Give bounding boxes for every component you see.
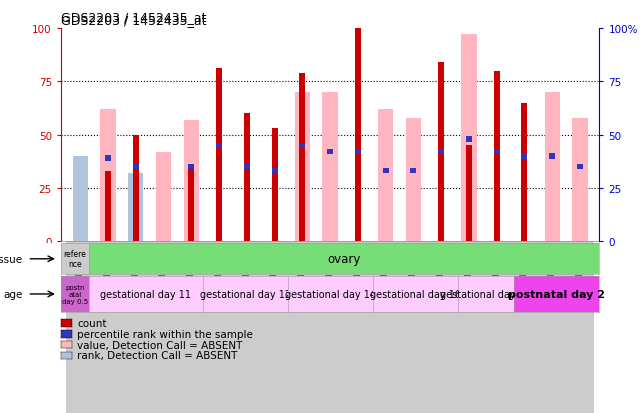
Bar <box>184 120 199 242</box>
Bar <box>316 242 344 413</box>
Text: gestational day 16: gestational day 16 <box>370 289 461 299</box>
Bar <box>133 135 139 242</box>
Bar <box>438 150 444 155</box>
Bar <box>483 242 510 413</box>
Bar <box>428 242 455 413</box>
Bar <box>94 242 122 413</box>
Text: gestational day 18: gestational day 18 <box>440 289 531 299</box>
Bar <box>101 110 116 242</box>
Bar <box>521 154 528 159</box>
Text: postnatal day 2: postnatal day 2 <box>508 289 605 299</box>
Text: gestational day 12: gestational day 12 <box>199 289 290 299</box>
Bar <box>322 93 338 242</box>
Bar <box>261 242 288 413</box>
Bar <box>72 201 88 242</box>
Text: percentile rank within the sample: percentile rank within the sample <box>77 329 253 339</box>
Bar <box>288 242 316 413</box>
Bar <box>378 110 394 242</box>
Bar <box>399 242 428 413</box>
Bar <box>462 35 476 242</box>
Bar <box>355 29 361 242</box>
Bar <box>406 118 421 242</box>
Bar <box>205 242 233 413</box>
Text: ovary: ovary <box>328 253 361 266</box>
Bar <box>327 150 333 155</box>
Text: gestational day 14: gestational day 14 <box>285 289 376 299</box>
Bar <box>233 242 261 413</box>
Bar <box>178 242 205 413</box>
Bar <box>295 93 310 242</box>
Bar <box>372 242 399 413</box>
Bar <box>410 169 417 174</box>
Text: tissue: tissue <box>0 254 23 264</box>
Bar <box>105 171 111 242</box>
Text: GDS2203 / 1452435_at: GDS2203 / 1452435_at <box>61 11 206 24</box>
Text: postn
atal
day 0.5: postn atal day 0.5 <box>62 284 88 304</box>
Bar <box>510 242 538 413</box>
Bar <box>188 167 194 242</box>
Bar <box>544 93 560 242</box>
Bar <box>466 137 472 142</box>
Bar <box>244 114 250 242</box>
Bar <box>299 143 305 149</box>
Bar <box>572 118 588 242</box>
Bar <box>299 74 305 242</box>
Text: count: count <box>77 318 106 328</box>
Text: rank, Detection Call = ABSENT: rank, Detection Call = ABSENT <box>77 351 237 361</box>
Bar <box>494 71 500 242</box>
Bar <box>538 242 566 413</box>
Bar <box>216 143 222 149</box>
Bar <box>272 129 278 242</box>
Bar <box>272 169 278 174</box>
Text: gestational day 11: gestational day 11 <box>101 289 192 299</box>
Bar <box>128 173 144 242</box>
Text: age: age <box>4 289 23 299</box>
Bar <box>383 169 388 174</box>
Text: GDS2203 / 1452435_at: GDS2203 / 1452435_at <box>61 14 206 27</box>
Bar <box>122 242 150 413</box>
Bar <box>549 154 555 159</box>
Bar <box>216 69 222 242</box>
Bar <box>494 150 500 155</box>
Bar <box>105 156 111 161</box>
Bar <box>466 146 472 242</box>
Bar <box>577 164 583 170</box>
Bar <box>244 164 250 170</box>
Bar <box>455 242 483 413</box>
Bar <box>133 164 139 170</box>
Bar <box>566 242 594 413</box>
Bar <box>67 242 94 413</box>
Bar <box>344 242 372 413</box>
Bar <box>355 150 361 155</box>
Text: value, Detection Call = ABSENT: value, Detection Call = ABSENT <box>77 340 242 350</box>
Bar <box>156 152 171 242</box>
Bar <box>72 157 88 242</box>
Text: refere
nce: refere nce <box>63 249 87 269</box>
Bar <box>150 242 178 413</box>
Bar <box>438 63 444 242</box>
Bar <box>188 164 194 170</box>
Bar <box>521 103 528 242</box>
